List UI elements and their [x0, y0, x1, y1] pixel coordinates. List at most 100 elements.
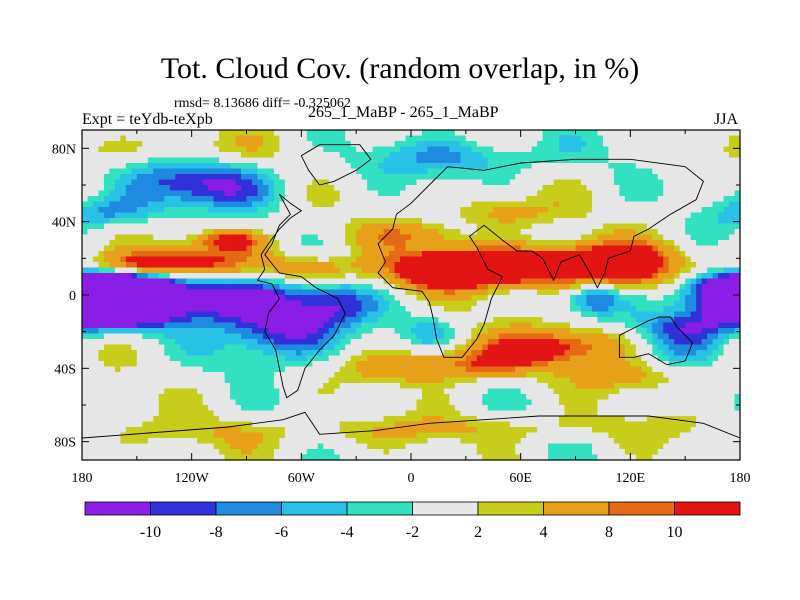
- heatmap-cell: [635, 284, 642, 290]
- heatmap-cell: [361, 262, 368, 268]
- heatmap-cell: [476, 185, 483, 191]
- heatmap-cell: [202, 350, 209, 356]
- heatmap-cell: [257, 333, 264, 340]
- heatmap-cell: [586, 300, 593, 307]
- heatmap-cell: [372, 245, 379, 252]
- heatmap-cell: [230, 273, 236, 279]
- heatmap-cell: [273, 201, 280, 208]
- heatmap-cell: [421, 350, 428, 356]
- heatmap-cell: [306, 284, 313, 290]
- heatmap-cell: [613, 135, 620, 142]
- heatmap-cell: [191, 245, 198, 252]
- heatmap-cell: [570, 300, 576, 307]
- heatmap-cell: [471, 146, 478, 153]
- heatmap-cell: [465, 300, 472, 307]
- heatmap-cell: [400, 295, 406, 301]
- heatmap-cell: [312, 212, 319, 219]
- heatmap-cell: [597, 196, 604, 202]
- heatmap-cell: [515, 300, 522, 307]
- heatmap-cell: [383, 152, 390, 158]
- heatmap-cell: [586, 135, 593, 142]
- heatmap-cell: [570, 218, 576, 224]
- heatmap-cell: [674, 328, 681, 334]
- heatmap-cell: [411, 306, 417, 312]
- heatmap-cell: [641, 328, 648, 334]
- heatmap-cell: [411, 289, 417, 296]
- heatmap-cell: [542, 245, 549, 252]
- heatmap-cell: [378, 355, 384, 362]
- heatmap-cell: [597, 234, 604, 241]
- heatmap-cell: [131, 157, 138, 164]
- heatmap-cell: [235, 223, 242, 230]
- heatmap-cell: [345, 218, 352, 224]
- heatmap-cell: [509, 174, 516, 180]
- heatmap-cell: [613, 333, 620, 340]
- heatmap-cell: [98, 240, 105, 246]
- heatmap-cell: [345, 344, 352, 351]
- heatmap-cell: [487, 333, 494, 340]
- heatmap-cell: [482, 185, 489, 191]
- heatmap-cell: [87, 141, 94, 147]
- heatmap-cell: [597, 339, 604, 345]
- heatmap-cell: [147, 251, 154, 257]
- heatmap-cell: [482, 196, 489, 202]
- heatmap-cell: [701, 251, 708, 257]
- heatmap-cell: [624, 273, 631, 279]
- heatmap-cell: [608, 218, 615, 224]
- heatmap-cell: [641, 322, 648, 329]
- heatmap-cell: [197, 344, 204, 351]
- heatmap-cell: [202, 245, 209, 252]
- heatmap-cell: [652, 328, 659, 334]
- heatmap-cell: [729, 141, 735, 147]
- heatmap-cell: [685, 240, 692, 246]
- heatmap-cell: [608, 300, 615, 307]
- heatmap-cell: [476, 322, 483, 329]
- heatmap-cell: [350, 284, 357, 290]
- heatmap-cell: [460, 306, 467, 312]
- heatmap-cell: [114, 300, 121, 307]
- heatmap-cell: [657, 135, 664, 142]
- heatmap-cell: [312, 278, 319, 285]
- heatmap-cell: [575, 207, 582, 213]
- heatmap-cell: [268, 223, 275, 230]
- heatmap-cell: [454, 135, 461, 142]
- heatmap-cell: [597, 344, 604, 351]
- heatmap-cell: [109, 152, 116, 158]
- heatmap-cell: [646, 262, 653, 268]
- heatmap-cell: [443, 185, 450, 191]
- heatmap-cell: [158, 289, 165, 296]
- heatmap-cell: [411, 141, 417, 147]
- heatmap-cell: [191, 284, 198, 290]
- heatmap-cell: [575, 328, 582, 334]
- heatmap-cell: [465, 262, 472, 268]
- heatmap-cell: [548, 251, 554, 257]
- heatmap-cell: [542, 163, 549, 169]
- heatmap-cell: [306, 212, 313, 219]
- heatmap-cell: [526, 300, 533, 307]
- heatmap-cell: [509, 196, 516, 202]
- heatmap-cell: [591, 251, 598, 257]
- heatmap-cell: [646, 146, 653, 153]
- heatmap-cell: [685, 295, 692, 301]
- heatmap-cell: [482, 278, 489, 285]
- heatmap-cell: [301, 273, 308, 279]
- heatmap-cell: [520, 190, 527, 197]
- heatmap-cell: [153, 350, 160, 356]
- heatmap-cell: [180, 130, 187, 136]
- heatmap-cell: [701, 284, 708, 290]
- heatmap-cell: [718, 251, 724, 257]
- heatmap-cell: [729, 207, 735, 213]
- heatmap-cell: [580, 311, 587, 318]
- heatmap-cell: [142, 163, 149, 169]
- heatmap-cell: [641, 185, 648, 191]
- heatmap-cell: [158, 350, 165, 356]
- heatmap-cell: [657, 245, 664, 252]
- heatmap-cell: [246, 284, 253, 290]
- heatmap-cell: [438, 267, 445, 274]
- heatmap-cell: [542, 229, 549, 235]
- heatmap-cell: [92, 251, 99, 257]
- heatmap-cell: [87, 229, 94, 235]
- heatmap-cell: [526, 273, 533, 279]
- heatmap-cell: [136, 201, 143, 208]
- heatmap-cell: [405, 311, 412, 318]
